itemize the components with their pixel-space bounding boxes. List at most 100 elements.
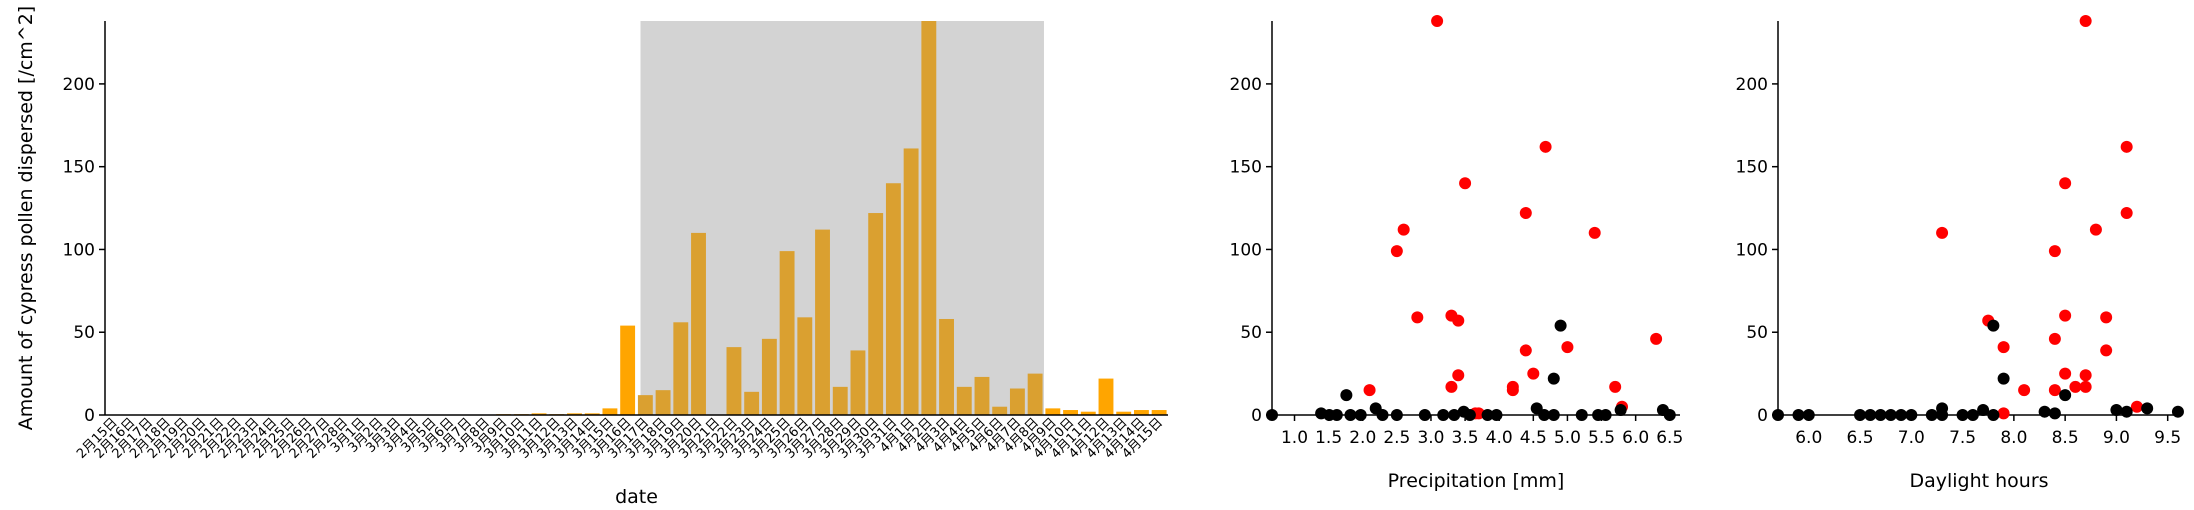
scatter-point bbox=[2048, 245, 2061, 258]
x-tick-label: 5.5 bbox=[1588, 428, 1615, 448]
bar bbox=[602, 408, 618, 415]
bar bbox=[744, 391, 760, 415]
scatter-point bbox=[2018, 384, 2031, 397]
scatter-point bbox=[1864, 409, 1877, 421]
y-tick-label: 200 bbox=[63, 75, 95, 95]
bar bbox=[850, 350, 866, 415]
bar bbox=[939, 318, 954, 415]
bar bbox=[779, 251, 795, 415]
bar bbox=[726, 347, 742, 415]
scatter-point bbox=[2048, 384, 2061, 397]
bar bbox=[903, 148, 919, 415]
scatter-point bbox=[1575, 409, 1588, 421]
scatter-point bbox=[1936, 226, 1949, 239]
scatter-point bbox=[2059, 389, 2072, 402]
x-tick-label: 7.5 bbox=[1949, 428, 1976, 448]
y-tick-label: 0 bbox=[1251, 406, 1262, 426]
scatter-point bbox=[1390, 409, 1403, 421]
bar bbox=[832, 386, 848, 415]
bar bbox=[584, 413, 600, 415]
scatter-point bbox=[2120, 405, 2133, 418]
highlight-region bbox=[640, 21, 1044, 415]
scatter-point bbox=[2141, 402, 2154, 415]
x-tick-label: 7.0 bbox=[1898, 428, 1925, 448]
x-tick-label: 1.5 bbox=[1315, 428, 1342, 448]
scatter-point bbox=[2130, 400, 2143, 413]
scatter-point bbox=[1463, 409, 1476, 421]
scatter-point bbox=[1609, 380, 1622, 393]
scatter-point bbox=[2079, 15, 2092, 27]
y-tick-label: 100 bbox=[1230, 240, 1262, 260]
y-tick-label: 0 bbox=[84, 406, 95, 426]
scatter-point bbox=[1854, 409, 1867, 421]
scatter-point bbox=[1445, 380, 1458, 393]
bar bbox=[531, 413, 547, 415]
x-tick-label: 2.0 bbox=[1349, 428, 1376, 448]
scatter-point bbox=[1874, 409, 1887, 421]
scatter-point bbox=[1418, 409, 1431, 421]
scatter-point bbox=[1772, 409, 1784, 421]
scatter-point bbox=[1997, 407, 2010, 420]
scatter-point bbox=[1266, 409, 1278, 421]
scatter-point bbox=[1792, 409, 1805, 421]
bar bbox=[1045, 408, 1061, 415]
bar bbox=[868, 213, 884, 415]
y-tick-label: 50 bbox=[1746, 323, 1768, 343]
x-axis-label: Daylight hours bbox=[1909, 470, 2048, 492]
scatter-point bbox=[2069, 380, 2082, 393]
scatter-point bbox=[1956, 409, 1969, 421]
bar bbox=[974, 376, 990, 415]
bar bbox=[1151, 410, 1167, 415]
x-tick-label: 1.0 bbox=[1281, 428, 1308, 448]
scatter-point bbox=[1977, 404, 1990, 417]
scatter-point bbox=[1588, 226, 1601, 239]
scatter-point bbox=[2059, 309, 2072, 322]
scatter-point bbox=[2120, 140, 2133, 153]
x-tick-label: 3.5 bbox=[1452, 428, 1479, 448]
scatter-point bbox=[1895, 409, 1908, 421]
scatter-point bbox=[1614, 404, 1627, 417]
bar bbox=[815, 229, 830, 415]
x-tick-label: 2.5 bbox=[1383, 428, 1410, 448]
scatter-point bbox=[1987, 319, 2000, 332]
y-tick-label: 150 bbox=[1736, 158, 1768, 178]
bar bbox=[992, 406, 1008, 415]
bar bbox=[1116, 411, 1132, 415]
scatter-point bbox=[1561, 341, 1574, 354]
bar bbox=[885, 183, 901, 415]
scatter-point bbox=[1363, 384, 1376, 397]
scatter-point bbox=[1448, 409, 1461, 421]
scatter-point bbox=[1330, 409, 1343, 421]
scatter-point bbox=[1987, 409, 2000, 421]
scatter-point bbox=[2059, 177, 2072, 190]
bar bbox=[1063, 410, 1078, 415]
y-tick-label: 150 bbox=[1230, 158, 1262, 178]
x-tick-label: 4.0 bbox=[1486, 428, 1513, 448]
bar bbox=[761, 338, 777, 415]
scatter-point bbox=[1472, 407, 1485, 420]
bar bbox=[655, 390, 671, 415]
scatter-point bbox=[1884, 409, 1897, 421]
scatter-point bbox=[2100, 311, 2113, 324]
scatter-point bbox=[1936, 409, 1949, 421]
bar bbox=[691, 232, 706, 415]
scatter-point bbox=[2038, 405, 2051, 418]
y-tick-label: 200 bbox=[1736, 75, 1768, 95]
scatter-point bbox=[1997, 372, 2010, 385]
bar bbox=[637, 395, 653, 415]
bar bbox=[620, 325, 636, 415]
x-axis-label: Precipitation [mm] bbox=[1388, 470, 1565, 492]
scatter-point bbox=[1340, 389, 1353, 402]
bar bbox=[1080, 411, 1096, 415]
x-tick-label: 6.0 bbox=[1795, 428, 1822, 448]
scatter-point bbox=[2100, 344, 2113, 357]
scatter-point bbox=[1354, 409, 1367, 421]
bar bbox=[1009, 388, 1025, 415]
scatter-point bbox=[2048, 407, 2061, 420]
bar bbox=[797, 317, 813, 415]
scatter-point bbox=[1547, 372, 1560, 385]
scatter-point bbox=[1459, 177, 1472, 190]
bar bbox=[1133, 410, 1149, 415]
y-tick-label: 50 bbox=[73, 323, 95, 343]
bar bbox=[1027, 373, 1043, 415]
